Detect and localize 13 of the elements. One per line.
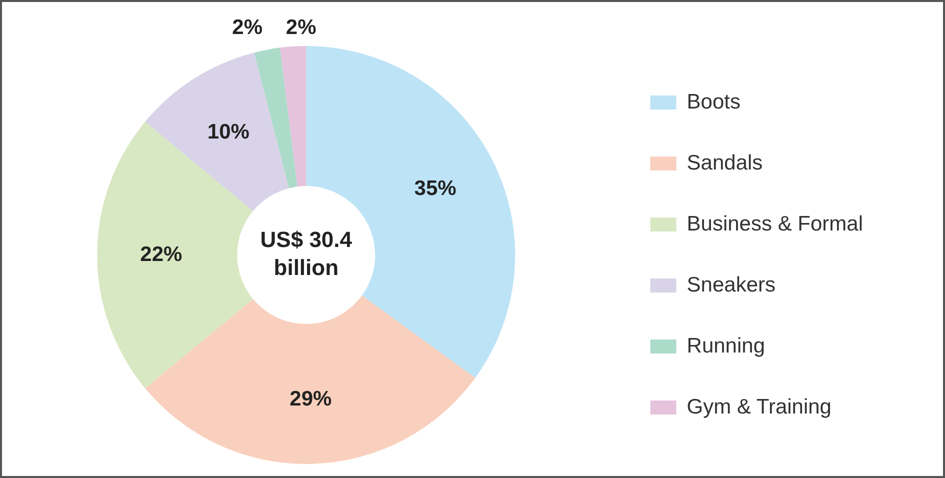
data-label: 10% bbox=[207, 120, 250, 144]
text: US$ 30.4 billion bbox=[260, 227, 353, 280]
legend-label: Sandals bbox=[686, 151, 763, 174]
data-label: 2% bbox=[232, 16, 263, 39]
data-label: 35% bbox=[414, 176, 457, 200]
data-label: 2% bbox=[286, 16, 317, 39]
data-label: 29% bbox=[290, 388, 332, 411]
legend-label: Boots bbox=[686, 90, 740, 114]
legend-label: Sneakers bbox=[686, 273, 776, 296]
data-label: 22% bbox=[140, 242, 182, 266]
legend-label: Running bbox=[686, 334, 766, 358]
legend-label: Business & Formal bbox=[686, 212, 864, 236]
legend-label: Gym & Training bbox=[686, 395, 832, 418]
